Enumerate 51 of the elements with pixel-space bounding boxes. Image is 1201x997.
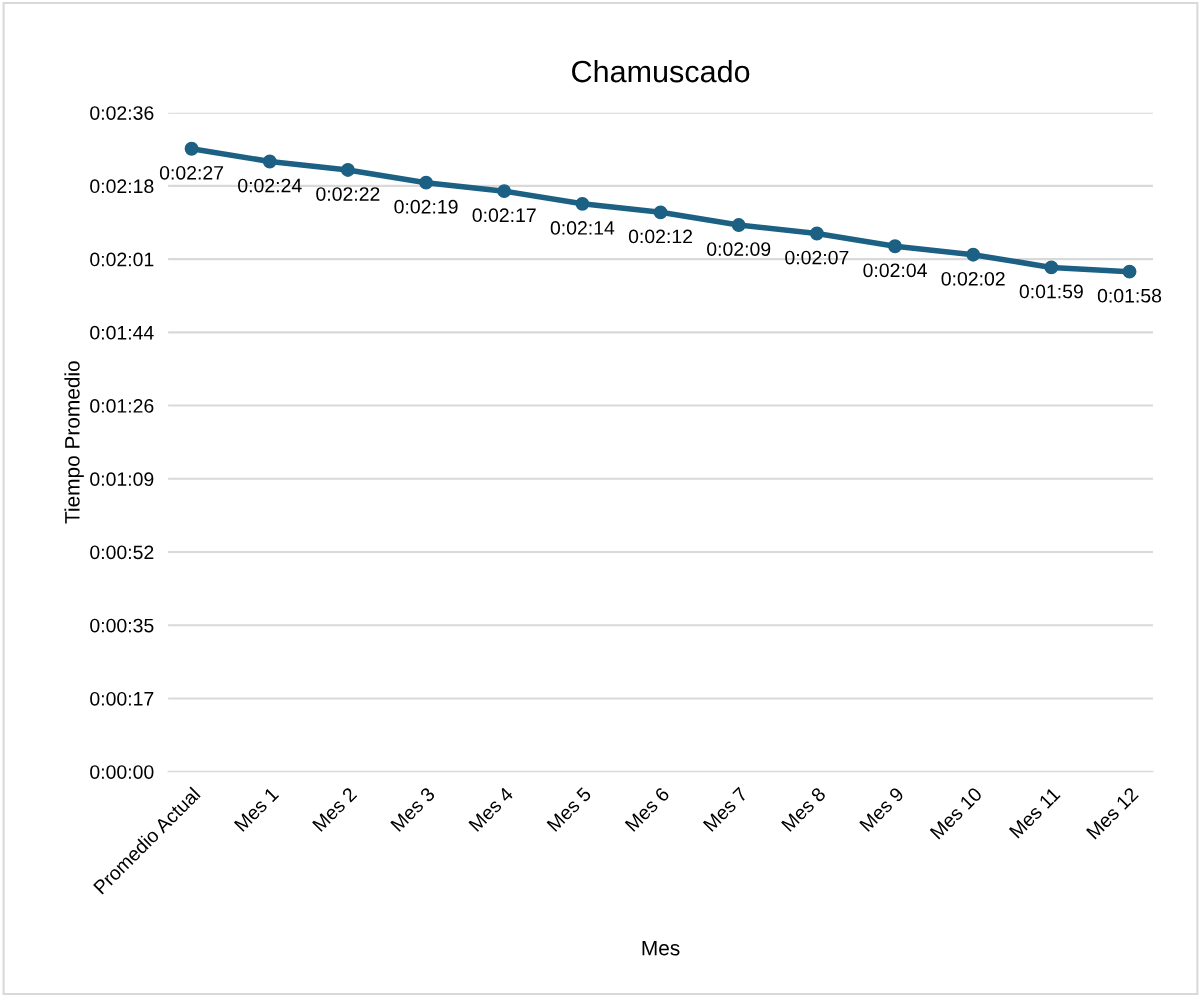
point <box>497 184 512 199</box>
chart-title: Chamuscado <box>572 59 750 83</box>
point <box>575 196 590 211</box>
x-tick-label: Mes 1 <box>233 786 280 832</box>
x-tick-label: Mes 8 <box>780 786 827 832</box>
y-tick-label: 0:00:00 <box>90 765 154 779</box>
point <box>1044 260 1059 275</box>
point <box>262 154 277 169</box>
data-label: 0:02:27 <box>159 165 224 180</box>
data-label: 0:02:14 <box>550 221 615 235</box>
point <box>731 218 746 232</box>
point <box>809 226 824 241</box>
y-tick-label: 0:00:35 <box>90 618 154 633</box>
y-tick-label: 0:00:52 <box>90 545 154 560</box>
data-label: 0:02:19 <box>394 199 458 214</box>
point <box>1122 264 1137 279</box>
y-tick-label: 0:02:18 <box>90 179 154 194</box>
point <box>184 141 199 156</box>
x-tick-label: Mes 6 <box>624 786 671 832</box>
y-tick-label: 0:01:09 <box>90 472 154 487</box>
data-label: 0:02:07 <box>785 250 849 265</box>
point <box>340 163 355 177</box>
y-tick-label: 0:02:36 <box>90 106 154 120</box>
data-label: 0:02:24 <box>238 178 302 193</box>
x-tick-label: Mes 5 <box>546 786 592 832</box>
data-label: 0:01:58 <box>1097 288 1162 303</box>
data-label: 0:02:04 <box>863 263 927 278</box>
y-tick-label: 0:02:01 <box>90 252 154 267</box>
data-label: 0:01:59 <box>1019 284 1083 299</box>
x-tick-label: Mes 11 <box>1008 786 1061 839</box>
data-label: 0:02:12 <box>628 229 693 244</box>
point <box>888 239 902 254</box>
data-label: 0:02:02 <box>941 271 1005 286</box>
x-axis-title: Mes <box>642 940 680 956</box>
x-tick-label: Mes 4 <box>468 786 514 832</box>
x-tick-label: Mes 3 <box>390 786 436 832</box>
point <box>653 205 668 220</box>
y-tick-label: 0:01:26 <box>90 399 154 413</box>
x-tick-label: Mes 7 <box>702 786 749 832</box>
data-label: 0:02:17 <box>472 208 536 223</box>
y-tick-label: 0:00:17 <box>90 691 154 706</box>
data-label: 0:02:09 <box>707 242 771 256</box>
x-tick-label: Mes 10 <box>929 786 983 840</box>
point <box>966 247 981 262</box>
y-tick-label: 0:01:44 <box>90 325 154 340</box>
data-label: 0:02:22 <box>316 187 380 201</box>
x-tick-label: Mes 9 <box>859 786 905 832</box>
y-axis-title: Tiempo Promedio <box>64 361 84 524</box>
point <box>419 175 434 190</box>
x-tick-label: Mes 2 <box>311 786 358 832</box>
x-tick-label: Mes 12 <box>1085 786 1139 840</box>
